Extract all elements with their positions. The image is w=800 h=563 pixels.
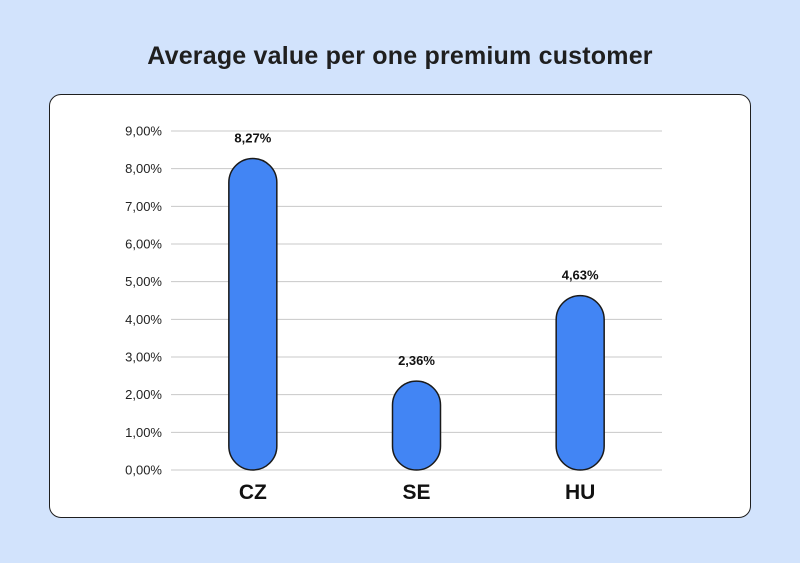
y-tick-label: 5,00% (125, 274, 162, 289)
y-tick-label: 7,00% (125, 199, 162, 214)
x-tick-label: SE (402, 481, 430, 504)
chart-title: Average value per one premium customer (147, 42, 653, 70)
y-tick-label: 1,00% (125, 425, 162, 440)
y-tick-label: 8,00% (125, 161, 162, 176)
y-tick-label: 2,00% (125, 387, 162, 402)
data-label: 2,36% (398, 353, 435, 368)
data-label: 8,27% (234, 130, 271, 145)
y-tick-label: 4,00% (125, 312, 162, 327)
y-tick-label: 9,00% (125, 124, 162, 139)
data-label: 4,63% (562, 268, 599, 283)
y-tick-label: 0,00% (125, 463, 162, 478)
y-tick-label: 3,00% (125, 350, 162, 365)
x-tick-label: HU (565, 481, 595, 504)
y-tick-label: 6,00% (125, 237, 162, 252)
bar-hu (555, 294, 605, 471)
bar-cz (228, 157, 278, 471)
x-tick-label: CZ (239, 481, 267, 504)
bar-se (391, 380, 442, 471)
